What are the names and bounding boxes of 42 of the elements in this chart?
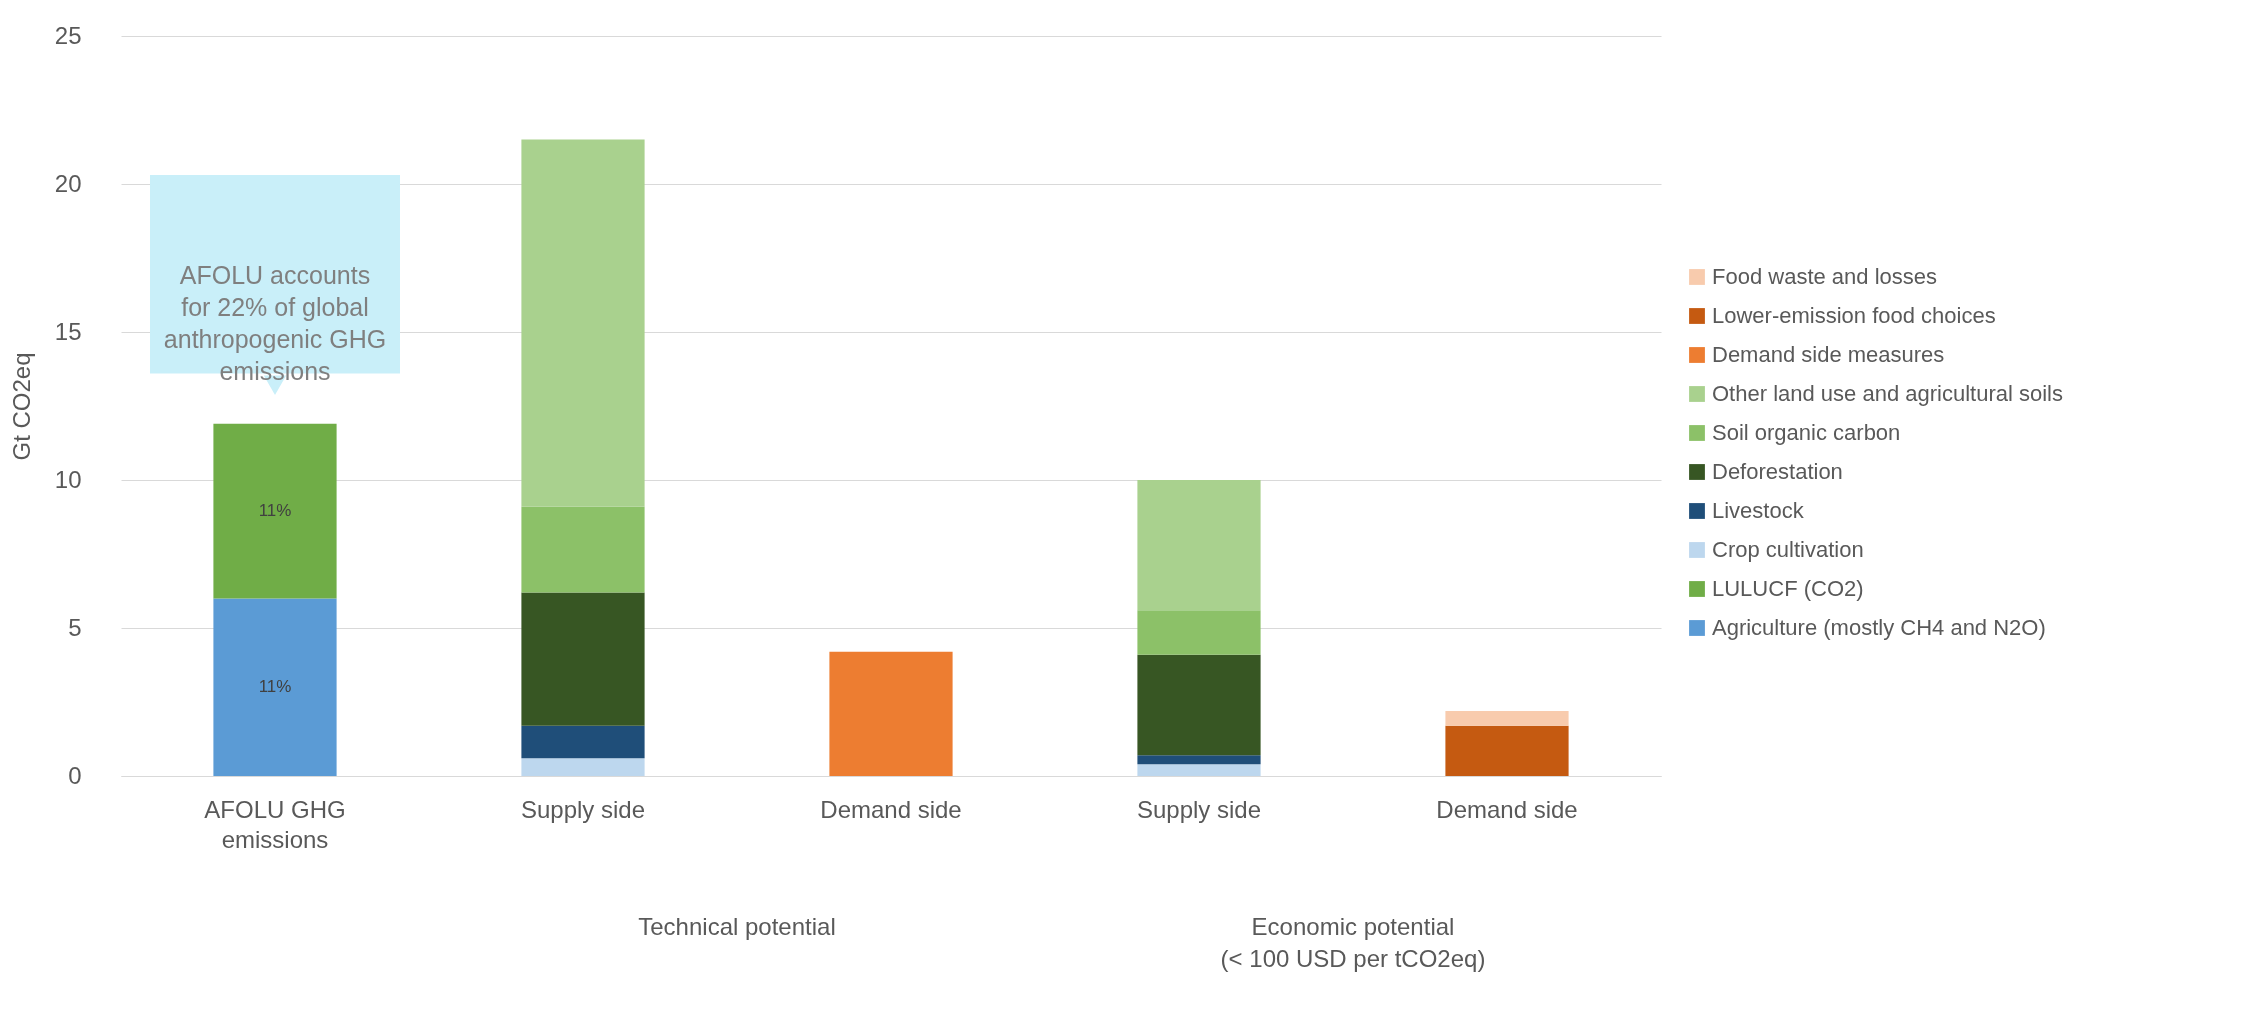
y-tick-label: 15 — [54, 317, 82, 345]
legend-label: Lower-emission food choices — [1712, 303, 1996, 328]
bar — [213, 598, 337, 776]
legend-label: Other land use and agricultural soils — [1712, 381, 2063, 406]
y-tick-label: 0 — [68, 761, 82, 789]
y-tick-label: 10 — [54, 465, 82, 493]
legend-label: Agriculture (mostly CH4 and N2O) — [1712, 615, 2046, 640]
bar — [1445, 725, 1569, 776]
annotation: 11% — [258, 501, 292, 521]
x-tick-label: Supply side — [520, 795, 646, 823]
bar — [521, 592, 645, 726]
bar — [1137, 755, 1261, 765]
legend-label: Food waste and losses — [1712, 264, 1938, 289]
annotation: AFOLU accounts for 22% of global anthropogenic GHG emissions — [163, 260, 387, 385]
bar — [521, 506, 645, 593]
bar — [521, 758, 645, 776]
x-tick-label: Demand side — [1436, 795, 1578, 823]
x-tick-label: Supply side — [1136, 795, 1262, 823]
bar — [1137, 610, 1261, 655]
annotation: 11% — [258, 677, 292, 697]
bar — [829, 651, 953, 776]
legend-label: LULUCF (CO2) — [1712, 576, 1864, 601]
x-tick-label: AFOLU GHG emissions — [204, 795, 346, 853]
y-tick-label: 20 — [54, 169, 82, 197]
bar — [1445, 710, 1569, 726]
bar — [521, 139, 645, 507]
y-axis-title: Gt CO2eq — [7, 352, 35, 461]
text: Economic potential (< 100 USD per tCO2eq) — [1220, 913, 1486, 972]
legend-label: Livestock — [1712, 498, 1805, 523]
text: Technical potential — [638, 913, 836, 940]
legend-label: Deforestation — [1712, 459, 1843, 484]
x-tick-label: Demand side — [820, 795, 962, 823]
bar — [521, 725, 645, 759]
bar — [1137, 654, 1261, 756]
y-tick-label: 25 — [54, 21, 82, 49]
legend-label: Demand side measures — [1712, 342, 1945, 367]
legend-label: Crop cultivation — [1712, 537, 1864, 562]
legend-label: Soil organic carbon — [1712, 420, 1901, 445]
y-tick-label: 5 — [68, 613, 82, 641]
bar — [213, 423, 337, 599]
bar — [1137, 480, 1261, 611]
bar — [1137, 764, 1261, 776]
